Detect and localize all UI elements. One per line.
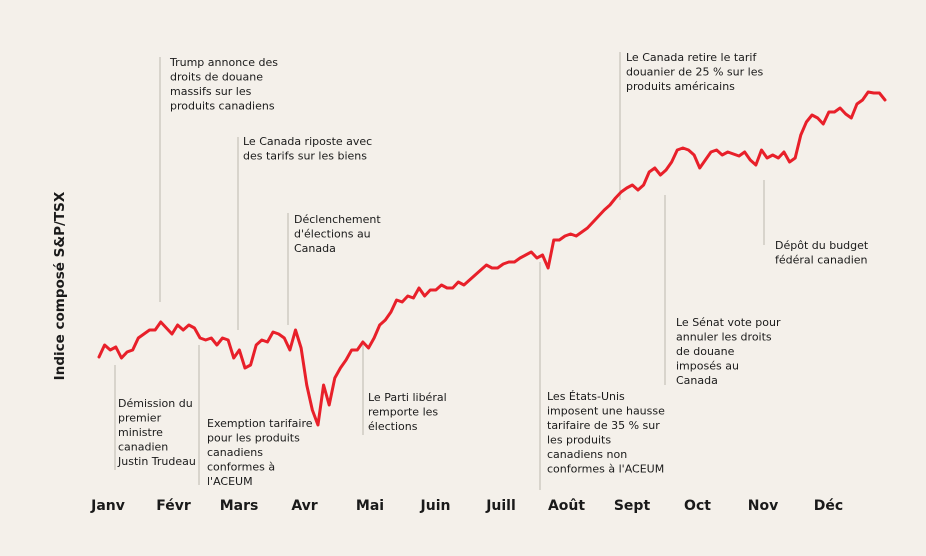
annotation-text: produits canadiens — [170, 100, 275, 113]
annotation-text: de douane — [676, 345, 735, 358]
x-tick-label: Oct — [684, 498, 711, 514]
annotation-text: Exemption tarifaire — [207, 417, 313, 430]
annotation-text: ministre — [118, 426, 163, 439]
annotation-text: imposent une hausse — [547, 405, 665, 418]
x-tick-label: Févr — [156, 498, 191, 514]
annotation-text: fédéral canadien — [775, 254, 868, 267]
annotation-text: conformes à — [207, 461, 275, 474]
annotation-text: Le Sénat vote pour — [676, 316, 781, 329]
y-axis-label: Indice composé S&P/TSX — [52, 191, 68, 380]
annotation-text: annuler les droits — [676, 331, 772, 344]
annotation-text: d'élections au — [294, 228, 371, 241]
x-tick-label: Janv — [90, 498, 125, 514]
annotation-text: massifs sur les — [170, 85, 252, 98]
x-tick-label: Mai — [356, 498, 384, 514]
x-tick-label: Déc — [814, 498, 843, 514]
annotation-text: Dépôt du budget — [775, 239, 869, 252]
annotation-text: pour les produits — [207, 432, 300, 445]
annotation-text: l'ACEUM — [207, 475, 253, 488]
annotation-text: tarifaire de 35 % sur — [547, 419, 660, 432]
annotation-text: droits de douane — [170, 71, 263, 84]
annotation-text: Démission du — [118, 397, 193, 410]
annotation-text: imposés au — [676, 360, 739, 373]
x-tick-label: Août — [548, 498, 585, 514]
x-tick-label: Sept — [614, 498, 651, 514]
annotation-text: Canada — [676, 374, 718, 387]
annotation-text: canadiens — [207, 446, 263, 459]
annotation-text: des tarifs sur les biens — [243, 150, 367, 163]
index-line — [97, 90, 887, 427]
annotation-text: premier — [118, 412, 162, 425]
annotation-text: Les États-Unis — [547, 390, 625, 403]
annotation-text: Canada — [294, 242, 336, 255]
annotation-text: Trump annonce des — [169, 56, 278, 69]
annotation-text: conformes à l'ACEUM — [547, 463, 664, 476]
annotation-text: Justin Trudeau — [117, 455, 196, 468]
annotation-text: canadien — [118, 441, 168, 454]
annotation-text: douanier de 25 % sur les — [626, 66, 763, 79]
annotation-text: Le Canada retire le tarif — [626, 51, 757, 64]
annotation-text: élections — [368, 420, 418, 433]
annotation-text: les produits — [547, 434, 611, 447]
x-tick-label: Mars — [220, 498, 259, 514]
x-tick-label: Juill — [485, 498, 516, 514]
annotation-text: remporte les — [368, 406, 438, 419]
x-tick-label: Juin — [420, 498, 451, 514]
annotation-text: Le Parti libéral — [368, 391, 447, 404]
annotation-text: canadiens non — [547, 448, 627, 461]
annotation-text: Déclenchement — [294, 213, 381, 226]
annotation-text: produits américains — [626, 80, 735, 93]
annotation-text: Le Canada riposte avec — [243, 135, 372, 148]
x-tick-label: Nov — [748, 498, 778, 514]
x-tick-label: Avr — [291, 498, 317, 514]
